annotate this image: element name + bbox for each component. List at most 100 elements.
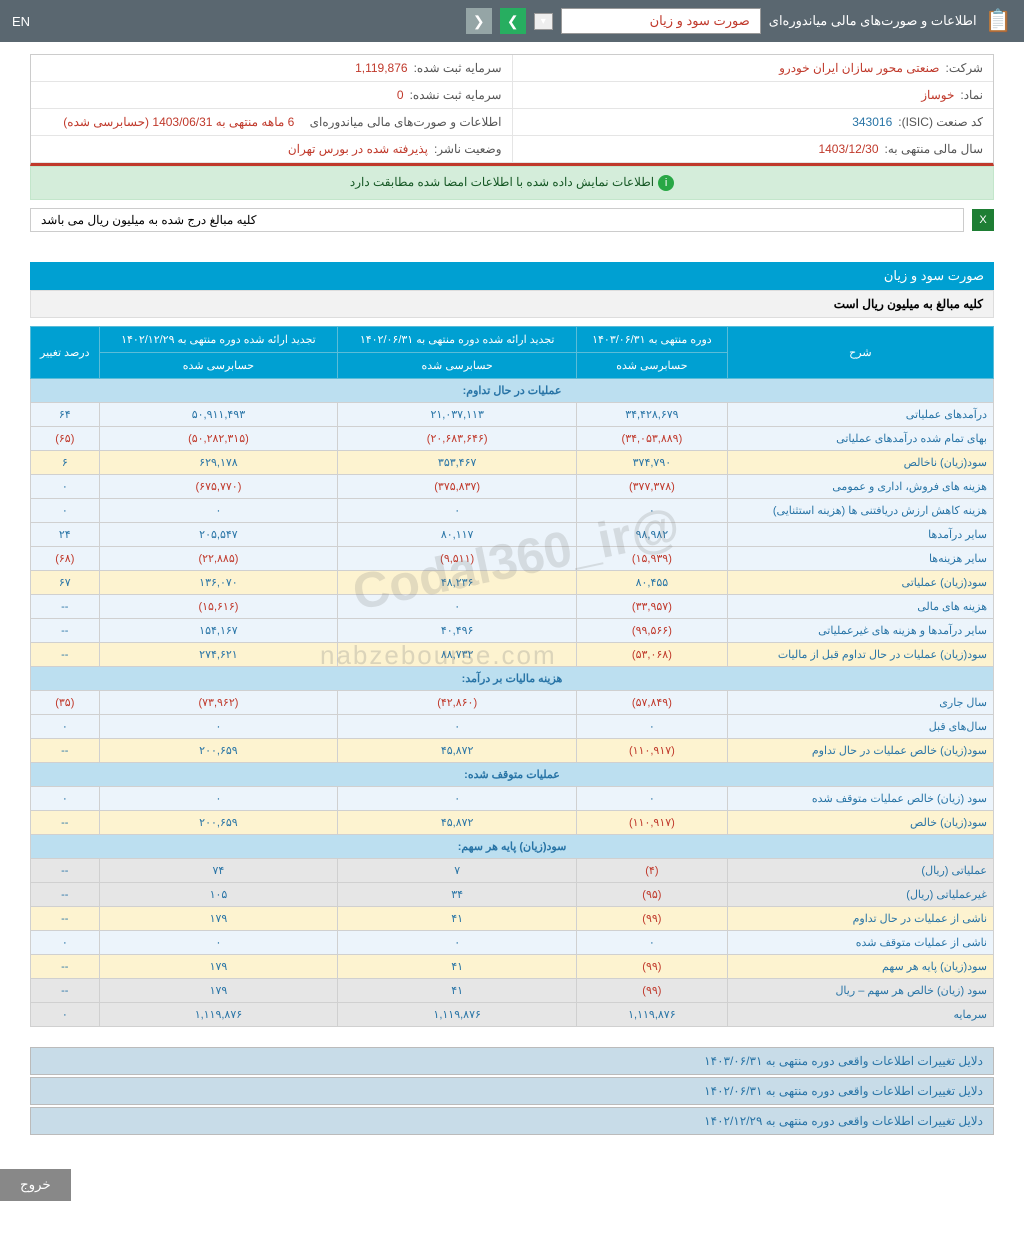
table-row: سود(زیان) ناخالص۳۷۴,۷۹۰۳۵۳,۴۶۷۶۲۹,۱۷۸۶	[31, 451, 994, 475]
reasons-section: دلایل تغییرات اطلاعات واقعی دوره منتهی ب…	[30, 1047, 994, 1135]
cell: (۵۳,۰۶۸)	[577, 643, 728, 667]
cell: ۲۱,۰۳۷,۱۱۳	[338, 403, 577, 427]
cell: ۵۰,۹۱۱,۴۹۳	[99, 403, 338, 427]
table-row: سود(زیان) عملیاتی۸۰,۴۵۵۴۸,۲۳۶۱۳۶,۰۷۰۶۷	[31, 571, 994, 595]
table-row: بهای تمام شده درآمدهای عملیاتی(۳۴,۰۵۳,۸۸…	[31, 427, 994, 451]
isic-value: 343016	[852, 115, 892, 129]
cell: (۴۲,۸۶۰)	[338, 691, 577, 715]
col-2b: حسابرسی شده	[338, 353, 577, 379]
table-row: سود(زیان) عملیات در حال تداوم قبل از مال…	[31, 643, 994, 667]
cell: ۰	[338, 787, 577, 811]
cell: (۹۹)	[577, 955, 728, 979]
cell: (۲۲,۸۸۵)	[99, 547, 338, 571]
group-row: سود(زیان) پایه هر سهم:	[31, 835, 994, 859]
cell: ۰	[31, 475, 100, 499]
row-desc: ناشی از عملیات در حال تداوم	[727, 907, 993, 931]
signature-alert: iاطلاعات نمایش داده شده با اطلاعات امضا …	[30, 166, 994, 200]
cell: ۸۸,۷۳۲	[338, 643, 577, 667]
cell: --	[31, 739, 100, 763]
table-row: ناشی از عملیات متوقف شده۰۰۰۰	[31, 931, 994, 955]
table-row: سرمایه۱,۱۱۹,۸۷۶۱,۱۱۹,۸۷۶۱,۱۱۹,۸۷۶۰	[31, 1003, 994, 1027]
table-row: سال جاری(۵۷,۸۴۹)(۴۲,۸۶۰)(۷۳,۹۶۲)(۳۵)	[31, 691, 994, 715]
symbol-value: خوساز	[921, 88, 954, 102]
col-3a: تجدید ارائه شده دوره منتهی به ۱۴۰۲/۱۲/۲۹	[99, 327, 338, 353]
cell: (۱۱۰,۹۱۷)	[577, 739, 728, 763]
report-dropdown[interactable]: صورت سود و زیان	[561, 8, 761, 34]
cell: ۰	[577, 787, 728, 811]
status-label: وضعیت ناشر:	[434, 142, 502, 156]
cell: --	[31, 979, 100, 1003]
income-statement-table: شرح دوره منتهی به ۱۴۰۳/۰۶/۳۱ تجدید ارائه…	[30, 326, 994, 1027]
cell: (۹۹)	[577, 979, 728, 1003]
isic-label: کد صنعت (ISIC):	[898, 115, 983, 129]
col-2a: تجدید ارائه شده دوره منتهی به ۱۴۰۲/۰۶/۳۱	[338, 327, 577, 353]
cell: ۱۰۵	[99, 883, 338, 907]
cell: ۴۵,۸۷۲	[338, 739, 577, 763]
table-row: سود (زیان) خالص هر سهم – ریال(۹۹)۴۱۱۷۹--	[31, 979, 994, 1003]
cell: ۳۵۳,۴۶۷	[338, 451, 577, 475]
cell: ۶۲۹,۱۷۸	[99, 451, 338, 475]
cell: ۴۱	[338, 979, 577, 1003]
cell: ۴۱	[338, 907, 577, 931]
reason-header[interactable]: دلایل تغییرات اطلاعات واقعی دوره منتهی ب…	[30, 1107, 994, 1135]
table-row: سود (زیان) خالص عملیات متوقف شده۰۰۰۰	[31, 787, 994, 811]
cell: (۹۹,۵۶۶)	[577, 619, 728, 643]
cell: ۰	[99, 931, 338, 955]
cell: ۰	[99, 787, 338, 811]
cell: ۰	[99, 499, 338, 523]
topbar: 📋 اطلاعات و صورت‌های مالی میاندوره‌ای صو…	[0, 0, 1024, 42]
lang-switch[interactable]: EN	[12, 14, 30, 29]
cell: --	[31, 955, 100, 979]
cell: ۱۷۹	[99, 907, 338, 931]
reason-header[interactable]: دلایل تغییرات اطلاعات واقعی دوره منتهی ب…	[30, 1077, 994, 1105]
cell: (۴)	[577, 859, 728, 883]
table-row: سود(زیان) خالص(۱۱۰,۹۱۷)۴۵,۸۷۲۲۰۰,۶۵۹--	[31, 811, 994, 835]
cell: (۱۵,۹۳۹)	[577, 547, 728, 571]
cell: ۰	[338, 715, 577, 739]
col-1b: حسابرسی شده	[577, 353, 728, 379]
table-row: درآمدهای عملیاتی۳۴,۴۲۸,۶۷۹۲۱,۰۳۷,۱۱۳۵۰,۹…	[31, 403, 994, 427]
cell: ۰	[577, 499, 728, 523]
row-desc: هزینه های فروش، اداری و عمومی	[727, 475, 993, 499]
group-label: عملیات در حال تداوم:	[31, 379, 994, 403]
row-desc: سایر درآمدها و هزینه های غیرعملیاتی	[727, 619, 993, 643]
exit-button[interactable]: خروج	[0, 1169, 71, 1201]
cell: ۳۷۴,۷۹۰	[577, 451, 728, 475]
row-desc: سال جاری	[727, 691, 993, 715]
group-label: هزینه مالیات بر درآمد:	[31, 667, 994, 691]
cell: ۷۴	[99, 859, 338, 883]
cell: ۶	[31, 451, 100, 475]
fyend-label: سال مالی منتهی به:	[885, 142, 983, 156]
cell: ۴۸,۲۳۶	[338, 571, 577, 595]
company-label: شرکت:	[945, 61, 983, 75]
table-row: ناشی از عملیات در حال تداوم(۹۹)۴۱۱۷۹--	[31, 907, 994, 931]
clipboard-icon: 📋	[985, 8, 1012, 34]
cell: (۳۷۷,۳۷۸)	[577, 475, 728, 499]
nav-prev-button[interactable]: ❮	[466, 8, 492, 34]
row-desc: سود (زیان) خالص هر سهم – ریال	[727, 979, 993, 1003]
excel-export-icon[interactable]: X	[972, 209, 994, 231]
cell: ۱۳۶,۰۷۰	[99, 571, 338, 595]
company-value: صنعتی محور سازان ایران خودرو	[779, 61, 939, 75]
group-label: عملیات متوقف شده:	[31, 763, 994, 787]
cell: ۰	[31, 787, 100, 811]
cap-unreg-label: سرمایه ثبت نشده:	[410, 88, 502, 102]
row-desc: غیرعملیاتی (ریال)	[727, 883, 993, 907]
cell: ۲۰۵,۵۴۷	[99, 523, 338, 547]
cell: (۷۳,۹۶۲)	[99, 691, 338, 715]
reason-header[interactable]: دلایل تغییرات اطلاعات واقعی دوره منتهی ب…	[30, 1047, 994, 1075]
cell: ۱,۱۱۹,۸۷۶	[577, 1003, 728, 1027]
cell: --	[31, 907, 100, 931]
cell: ۲۴	[31, 523, 100, 547]
group-row: هزینه مالیات بر درآمد:	[31, 667, 994, 691]
dropdown-arrow-icon[interactable]: ▾	[534, 13, 553, 30]
cap-unreg-value: 0	[397, 88, 404, 102]
table-row: سود(زیان) خالص عملیات در حال تداوم(۱۱۰,۹…	[31, 739, 994, 763]
table-row: سایر درآمدها۹۸,۹۸۲۸۰,۱۱۷۲۰۵,۵۴۷۲۴	[31, 523, 994, 547]
cell: ۰	[31, 715, 100, 739]
nav-next-button[interactable]: ❯	[500, 8, 526, 34]
table-row: هزینه های مالی(۳۳,۹۵۷)۰(۱۵,۶۱۶)--	[31, 595, 994, 619]
cell: ۰	[31, 499, 100, 523]
table-row: هزینه های فروش، اداری و عمومی(۳۷۷,۳۷۸)(۳…	[31, 475, 994, 499]
cell: (۶۵)	[31, 427, 100, 451]
